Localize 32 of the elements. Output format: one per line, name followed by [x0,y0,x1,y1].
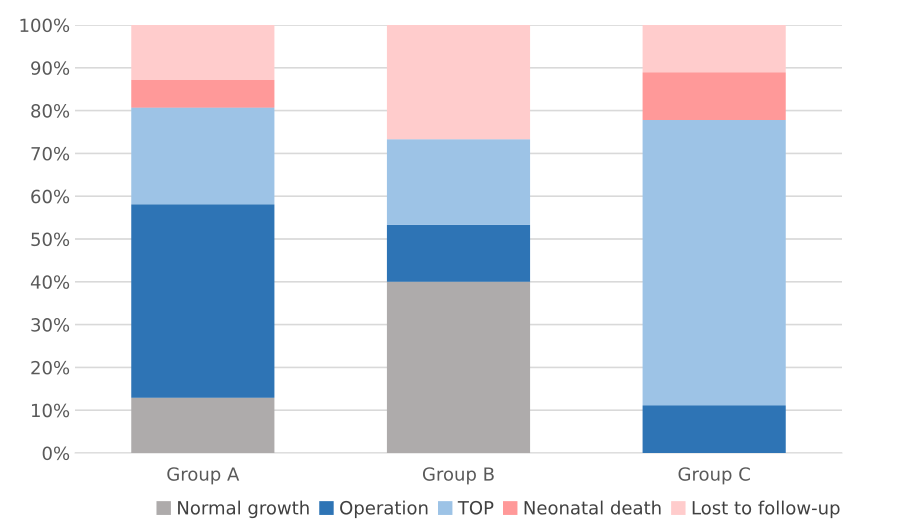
bar [642,405,786,453]
bar [386,25,530,140]
bar [642,72,786,120]
y-tick-label: 40% [30,275,70,289]
legend-label: Neonatal death [524,500,661,515]
x-tick-label: Group C [678,467,750,484]
y-tick-label: 80% [31,104,70,118]
legend-label: TOP [458,500,494,515]
y-tick-label: 20% [31,360,70,375]
y-tick-label: 30% [31,318,70,332]
y-tick-label: 10% [32,404,70,418]
bar [131,398,274,453]
bar [386,139,530,225]
bar [386,282,530,453]
bar [642,120,786,406]
y-tick-label: 100% [20,18,70,32]
bar [131,108,274,204]
y-tick-label: 90% [31,61,70,75]
bar [131,80,274,108]
y-tick-label: 50% [31,232,70,246]
bar [131,25,274,80]
bar [642,25,786,73]
x-tick-label: Group A [167,467,240,484]
bar [131,204,274,398]
legend-label: Lost to follow-up [692,500,840,518]
x-tick-label: Group B [422,467,494,484]
y-tick-label: 60% [31,190,70,204]
legend-label: Normal growth [178,500,309,518]
y-tick-label: 0% [42,446,70,460]
legend-label: Operation [340,500,428,518]
y-tick-label: 70% [31,146,70,161]
bar [386,224,530,282]
